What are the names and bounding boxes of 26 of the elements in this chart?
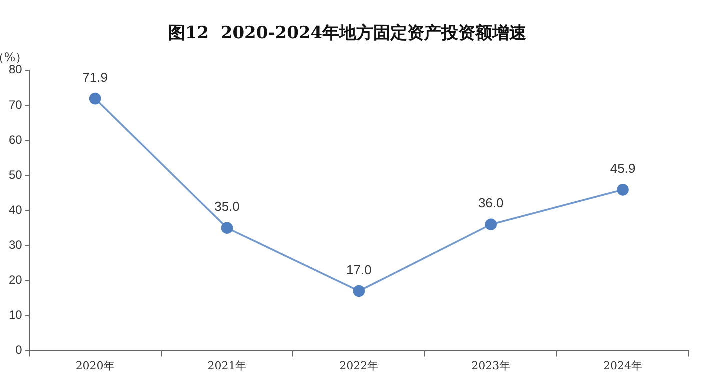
y-axis-title: （%）	[0, 50, 28, 65]
y-tick-label: 70	[8, 98, 23, 112]
y-tick-label: 0	[16, 343, 23, 358]
y-tick-label: 80	[8, 62, 23, 77]
data-label: 45.9	[610, 161, 636, 176]
x-tick-label: 2024年	[604, 359, 643, 372]
y-tick-label: 10	[8, 308, 23, 322]
data-label: 71.9	[82, 70, 108, 85]
x-tick-label: 2020年	[76, 359, 115, 372]
point	[485, 218, 498, 231]
chart-title: 图12 2020-2024年地方固定资产投资额增速	[168, 24, 527, 44]
data-label: 36.0	[478, 196, 504, 211]
y-tick-label: 20	[8, 273, 23, 288]
point	[221, 222, 234, 234]
x-tick-label: 2023年	[472, 359, 511, 372]
data-label: 17.0	[346, 262, 372, 278]
y-tick-label: 40	[8, 202, 23, 217]
y-tick-label: 60	[8, 132, 23, 147]
data-label: 35.0	[214, 199, 240, 214]
point	[617, 184, 629, 196]
y-tick-label: 30	[8, 238, 23, 252]
point	[353, 285, 366, 298]
x-tick-label: 2021年	[208, 359, 247, 372]
y-tick-label: 50	[8, 168, 23, 182]
point	[89, 92, 102, 105]
x-tick-label: 2022年	[340, 359, 379, 372]
